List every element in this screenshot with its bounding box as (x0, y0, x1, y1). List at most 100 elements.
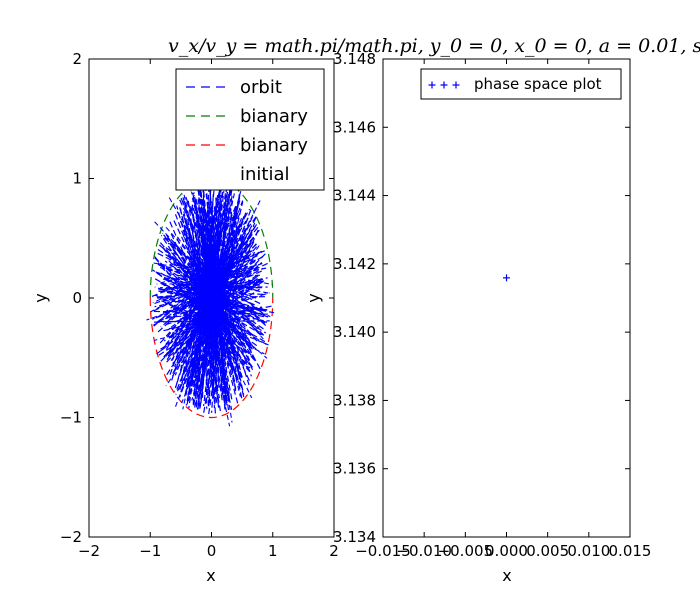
phase-space-ytick-label: 3.140 (333, 323, 376, 341)
phase-space-xtick-label: −0.010 (396, 542, 452, 560)
orbit-segment (154, 277, 256, 356)
orbit-plot-xtick-label: 2 (329, 542, 339, 560)
orbit-segment (188, 183, 244, 381)
legend-phase-space-swatch (428, 81, 460, 89)
orbit-segment (173, 220, 251, 383)
orbit-plot-xtick-label: 0 (207, 542, 217, 560)
orbit-segment (193, 177, 239, 384)
orbit-segment (200, 234, 225, 342)
orbit-segment (183, 200, 244, 366)
orbit-segment (206, 216, 213, 330)
orbit-segment (181, 254, 235, 319)
orbit-segment (216, 198, 228, 391)
chart-title: v_x/v_y = math.pi/math.pi, y_0 = 0, x_0 … (168, 35, 700, 57)
orbit-plot-xtick-label: −1 (139, 542, 161, 560)
orbit-segment (167, 243, 257, 354)
orbit-segment (182, 276, 225, 378)
orbit-segment (160, 282, 267, 346)
phase-space-point (503, 274, 510, 282)
orbit-segment (183, 171, 225, 374)
orbit-segment (167, 246, 258, 357)
orbit-plot-axes: −2 −1 0 1 2 −2 −1 0 1 2 x y orbit bianary bianary… (31, 50, 339, 585)
orbit-segment (153, 318, 257, 323)
legend-orbit-label: orbit (240, 77, 282, 98)
orbit-segment (193, 251, 223, 378)
orbit-plot-ylabel: y (31, 293, 50, 302)
orbit-series (146, 171, 277, 427)
orbit-segment (183, 291, 226, 358)
orbit-segment (209, 190, 218, 402)
orbit-segment (205, 211, 228, 336)
phase-space-ytick-label: 3.144 (333, 187, 376, 205)
orbit-segment (179, 261, 244, 325)
orbit-segment (164, 267, 267, 290)
phase-space-xtick-label: 0.005 (526, 542, 569, 560)
orbit-segment (165, 220, 247, 358)
phase-space-ytick-label: 3.148 (333, 50, 376, 68)
orbit-plot-ytick-label: −1 (60, 409, 82, 427)
orbit-segment (185, 297, 252, 317)
orbit-segment (188, 278, 239, 369)
legend-bianary-red-label: bianary (240, 135, 308, 156)
phase-space-ytick-label: 3.136 (333, 460, 376, 478)
orbit-segment (201, 275, 212, 365)
orbit-plot-data-area (146, 171, 277, 427)
orbit-plot-xlabel: x (206, 566, 215, 585)
orbit-segment (186, 222, 237, 379)
orbit-segment (154, 221, 262, 336)
phase-space-data-area (503, 274, 510, 282)
orbit-segment (202, 187, 215, 359)
orbit-segment (187, 199, 227, 404)
bianary-lower-curve (149, 297, 274, 419)
phase-space-legend-box (420, 68, 622, 100)
orbit-segment (193, 277, 245, 311)
orbit-segment (202, 250, 229, 333)
phase-space-xlabel: x (502, 566, 511, 585)
legend-bianary-green-label: bianary (240, 106, 308, 127)
phase-space-ytick-label: 3.146 (333, 118, 376, 136)
phase-space-legend: phase space plot (420, 68, 622, 100)
phase-space-ytick-label: 3.138 (333, 391, 376, 409)
orbit-segment (180, 281, 258, 336)
phase-space-ylabel: y (304, 293, 323, 302)
orbit-segment (190, 192, 224, 366)
phase-space-xtick-label: 0.015 (609, 542, 652, 560)
orbit-segment (182, 211, 228, 410)
orbit-plot-xtick-label: −2 (78, 542, 100, 560)
orbit-plot-xtick-label: 1 (268, 542, 278, 560)
orbit-plot-ytick-label: 1 (72, 170, 82, 188)
phase-space-frame (382, 58, 631, 538)
orbit-segment (190, 287, 248, 368)
orbit-segment (157, 288, 263, 316)
orbit-segment (181, 242, 243, 375)
phase-space-xtick-label: −0.005 (438, 542, 494, 560)
orbit-plot-legend-box (175, 68, 325, 191)
orbit-segment (186, 192, 220, 384)
orbit-segment (204, 186, 225, 358)
orbit-plot-ytick-label: −2 (60, 528, 82, 546)
orbit-segment (161, 283, 268, 288)
orbit-segment (197, 189, 226, 400)
phase-space-ytick-label: 3.142 (333, 255, 376, 273)
orbit-segment (191, 243, 241, 323)
orbit-plot-ytick-label: 0 (72, 289, 82, 307)
orbit-segment (169, 278, 263, 357)
orbit-segment (154, 312, 258, 341)
phase-space-xtick-label: 0.000 (485, 542, 528, 560)
orbit-plot-legend: orbit bianary bianary initial (175, 68, 325, 191)
orbit-segment (183, 211, 231, 427)
orbit-segment (174, 244, 238, 408)
orbit-segment (168, 197, 256, 352)
orbit-segment (183, 194, 233, 410)
orbit-segment (168, 273, 269, 294)
orbit-segment (156, 272, 264, 337)
orbit-segment (160, 267, 268, 359)
orbit-plot-ticks: −2 −1 0 1 2 −2 −1 0 1 2 (60, 50, 339, 560)
legend-initial-label: initial (240, 164, 290, 185)
orbit-segment (159, 264, 259, 292)
phase-space-xtick-label: 0.010 (567, 542, 610, 560)
orbit-segment (161, 280, 265, 291)
